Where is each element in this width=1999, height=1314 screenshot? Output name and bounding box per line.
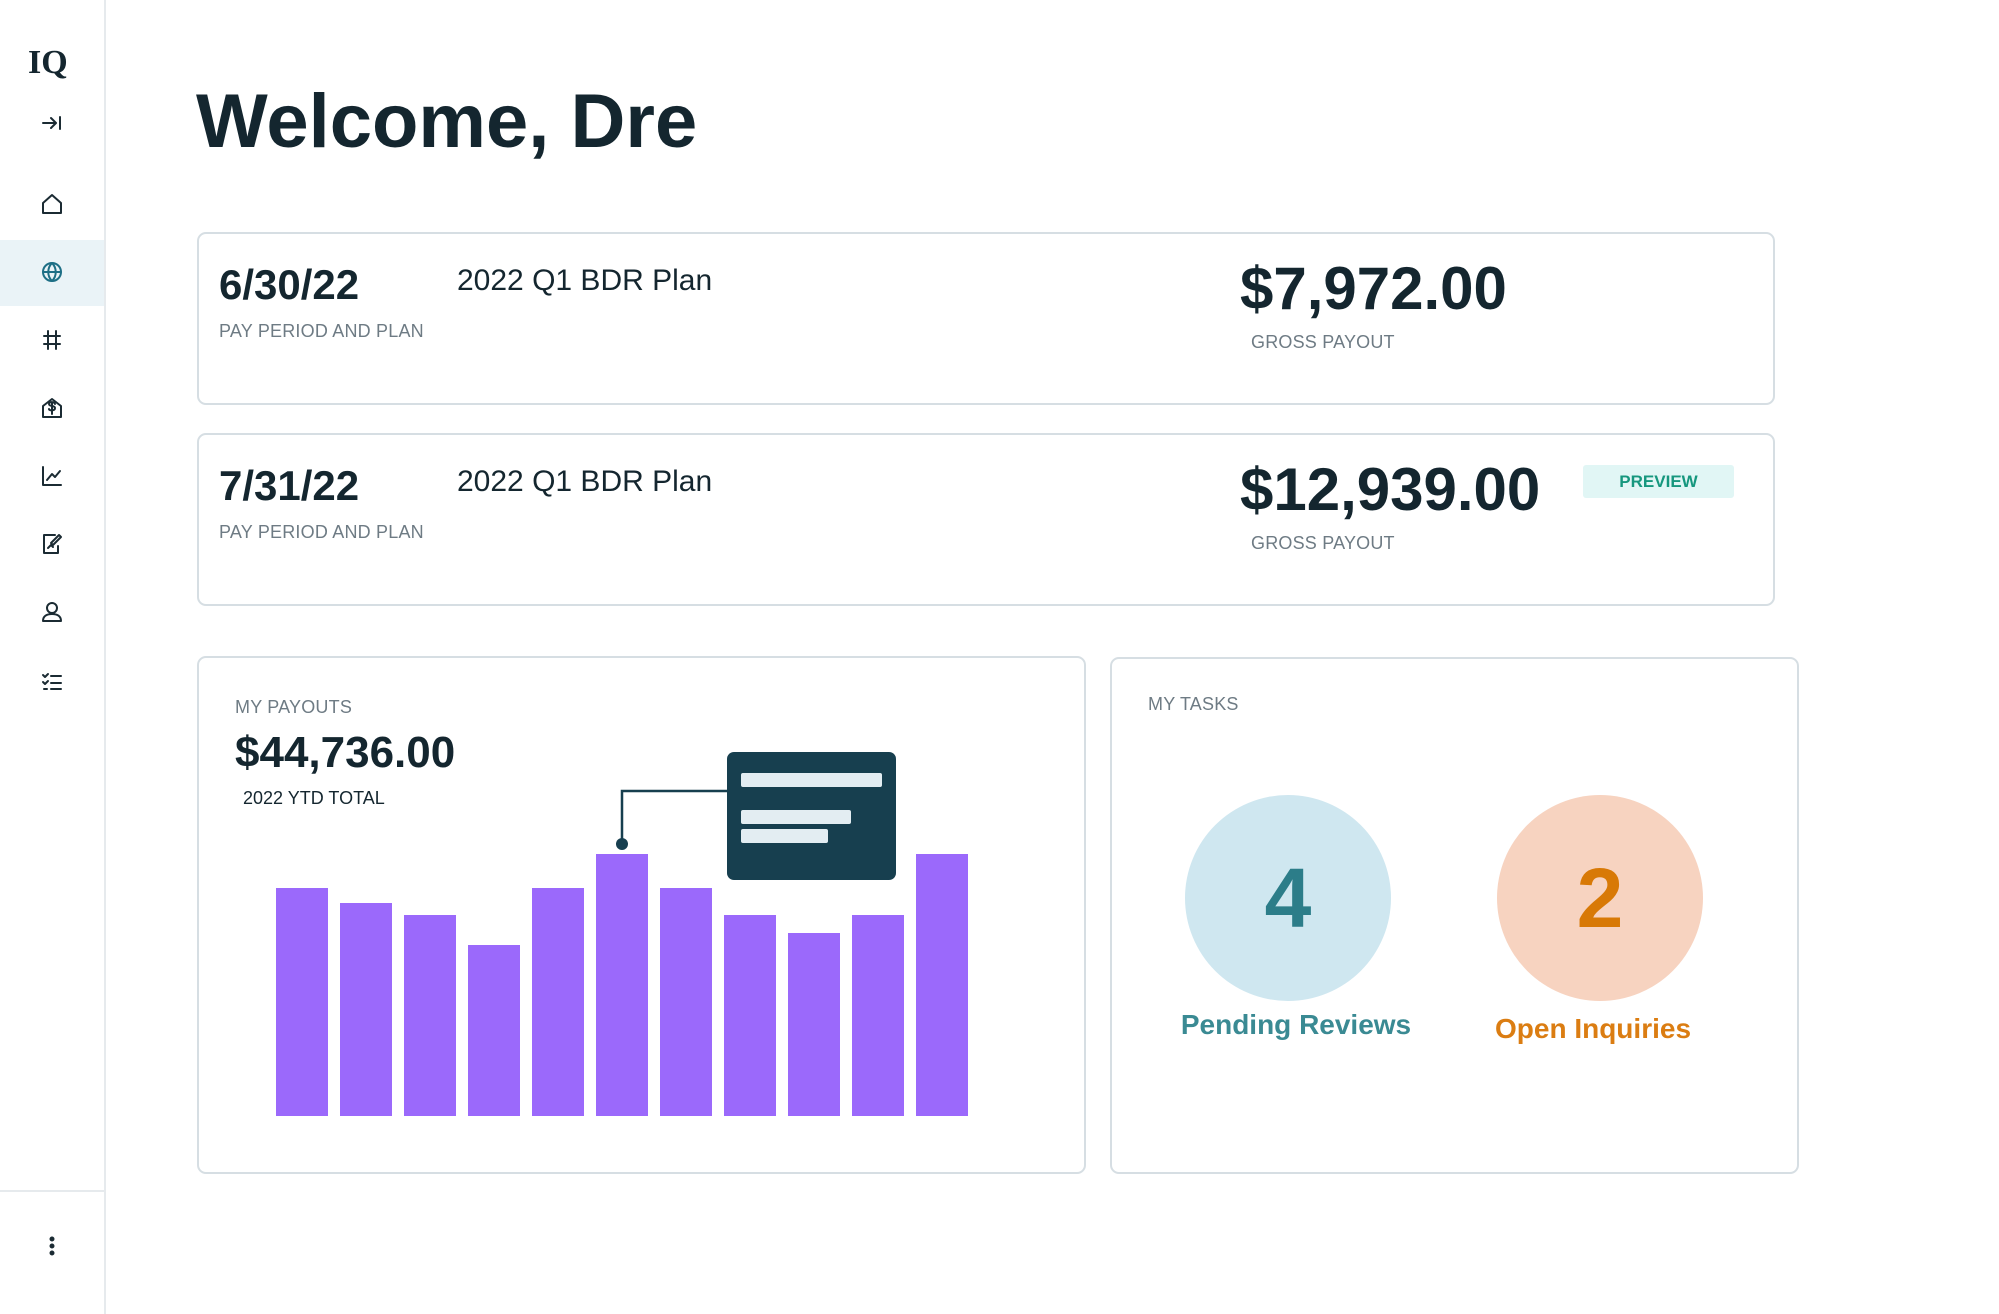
sidebar-divider: [0, 1190, 104, 1192]
payouts-total: $44,736.00: [235, 728, 456, 777]
plan-name: 2022 Q1 BDR Plan: [457, 264, 713, 297]
plan-name: 2022 Q1 BDR Plan: [457, 465, 713, 498]
page-title: Welcome, Dre: [196, 79, 698, 164]
document-icon[interactable]: [39, 531, 65, 557]
home-icon[interactable]: [39, 191, 65, 217]
open-inquiries-count[interactable]: 2: [1497, 795, 1703, 1001]
pay-date-label: PAY PERIOD AND PLAN: [219, 522, 424, 542]
gross-payout-label: GROSS PAYOUT: [1251, 533, 1395, 553]
more-icon[interactable]: [39, 1233, 65, 1259]
illustration-bars: [276, 854, 968, 1116]
chart-icon[interactable]: [39, 463, 65, 489]
pay-period-card[interactable]: [197, 433, 1775, 606]
pending-reviews-count[interactable]: 4: [1185, 795, 1391, 1001]
payout-icon[interactable]: [39, 395, 65, 421]
preview-badge: PREVIEW: [1583, 465, 1734, 498]
globe-icon[interactable]: [39, 259, 65, 285]
pay-period-card[interactable]: [197, 232, 1775, 405]
logo[interactable]: IQ: [28, 44, 68, 81]
pay-date: 6/30/22: [219, 261, 360, 308]
tasks-title: MY TASKS: [1148, 694, 1239, 714]
adjust-icon[interactable]: [39, 327, 65, 353]
pay-date-label: PAY PERIOD AND PLAN: [219, 321, 424, 341]
gross-payout: $7,972.00: [1240, 255, 1507, 322]
payouts-total-label: 2022 YTD TOTAL: [243, 788, 385, 808]
tasks-icon[interactable]: [39, 668, 65, 694]
open-inquiries-label[interactable]: Open Inquiries: [1494, 1013, 1692, 1044]
user-icon[interactable]: [39, 599, 65, 625]
collapse-icon[interactable]: [39, 110, 65, 136]
sidebar: [0, 0, 106, 1314]
gross-payout: $12,939.00: [1240, 456, 1541, 523]
gross-payout-label: GROSS PAYOUT: [1251, 332, 1395, 352]
pay-date: 7/31/22: [219, 462, 360, 509]
pending-reviews-label[interactable]: Pending Reviews: [1180, 1009, 1412, 1040]
payouts-title: MY PAYOUTS: [235, 697, 353, 717]
